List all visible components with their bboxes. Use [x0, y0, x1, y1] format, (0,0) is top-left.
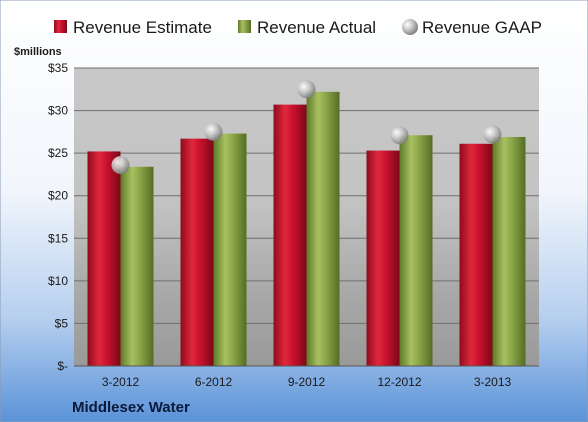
legend-swatch-gaap [402, 19, 418, 35]
x-tick-label: 3-2012 [102, 375, 140, 389]
gaap-marker [297, 80, 316, 99]
gaap-marker [204, 122, 223, 141]
x-tick-label: 9-2012 [288, 375, 326, 389]
gaap-markers [111, 80, 502, 175]
bar-revenue-actual [120, 166, 154, 366]
legend: Revenue Estimate Revenue Actual Revenue … [54, 18, 542, 37]
bar-revenue-actual [492, 136, 526, 366]
bar-revenue-estimate [366, 150, 400, 366]
bar-revenue-actual [213, 133, 247, 366]
y-tick-label: $20 [48, 189, 68, 203]
gaap-marker [483, 125, 502, 144]
x-tick-label: 12-2012 [377, 375, 421, 389]
legend-swatch-estimate [54, 20, 67, 33]
gaap-marker [111, 156, 130, 175]
bar-revenue-estimate [180, 138, 214, 366]
gaap-marker [390, 126, 409, 145]
bar-revenue-estimate [273, 104, 307, 367]
x-tick-label: 6-2012 [195, 375, 233, 389]
x-axis-ticks: 3-2012 6-2012 9-2012 12-2012 3-2013 [102, 375, 512, 389]
company-name: Middlesex Water [72, 399, 190, 416]
y-tick-label: $15 [48, 231, 68, 245]
bar-revenue-estimate [459, 143, 493, 366]
x-tick-label: 3-2013 [474, 375, 512, 389]
y-tick-label: $- [57, 359, 68, 373]
y-tick-label: $25 [48, 146, 68, 160]
y-tick-label: $10 [48, 274, 68, 288]
bar-revenue-actual [399, 135, 433, 366]
legend-label-actual: Revenue Actual [257, 18, 376, 37]
legend-label-estimate: Revenue Estimate [73, 18, 212, 37]
bar-revenue-estimate [87, 151, 121, 366]
bar-revenue-actual [306, 91, 340, 366]
y-axis-ticks: $- $5 $10 $15 $20 $25 $30 $35 [48, 61, 68, 373]
y-tick-label: $5 [55, 316, 69, 330]
y-tick-label: $30 [48, 104, 68, 118]
legend-swatch-actual [238, 20, 251, 33]
y-tick-label: $35 [48, 61, 68, 75]
y-axis-unit-label: $millions [14, 46, 62, 58]
bars [87, 91, 526, 367]
legend-label-gaap: Revenue GAAP [422, 18, 542, 37]
